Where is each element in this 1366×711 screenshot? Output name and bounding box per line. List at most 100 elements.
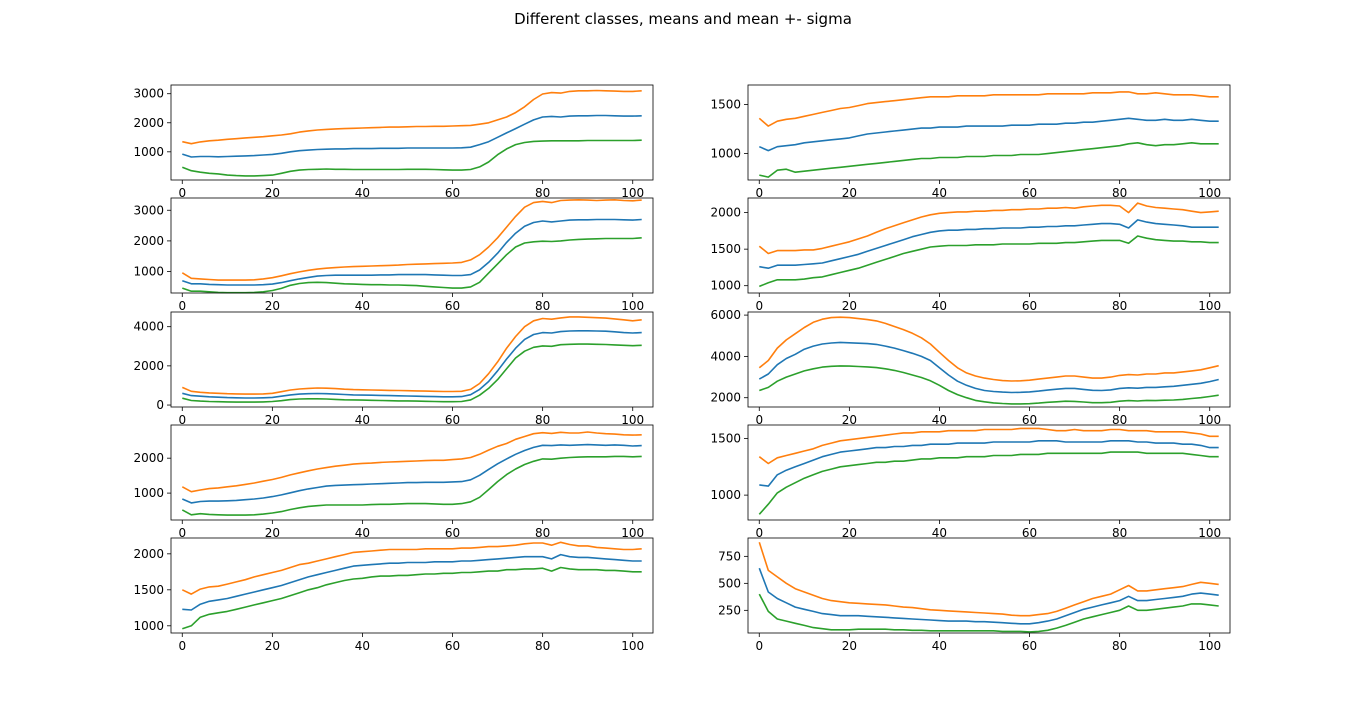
lower-line <box>758 451 1219 515</box>
y-tick-label: 500 <box>718 576 741 590</box>
lower-line <box>759 142 1219 178</box>
mean-line <box>182 114 642 158</box>
x-tick-label: 80 <box>535 526 550 540</box>
mean-line <box>758 117 1219 152</box>
x-tick-label: 20 <box>842 413 857 427</box>
x-tick-label: 100 <box>621 299 644 313</box>
x-tick-label: 60 <box>1022 186 1037 200</box>
axes-frame <box>747 537 1231 634</box>
upper-line <box>181 431 642 493</box>
x-tick-label: 100 <box>1198 413 1221 427</box>
lower-line <box>182 139 642 177</box>
x-tick-label: 20 <box>265 186 280 200</box>
subplot-5: 0 20 40 60 80 100 0 2000 4000 <box>133 311 654 427</box>
x-tick-label: 0 <box>755 526 763 540</box>
axes-frame <box>747 197 1231 294</box>
x-tick-label: 100 <box>1198 526 1221 540</box>
upper-line <box>181 199 642 281</box>
x-tick-label: 60 <box>1022 413 1037 427</box>
x-tick-label: 80 <box>535 186 550 200</box>
subplot-3: 0 20 40 60 80 100 1000 2000 3000 <box>133 197 654 313</box>
y-tick-label: 1000 <box>133 619 164 633</box>
x-tick-label: 20 <box>842 299 857 313</box>
upper-line <box>758 427 1219 465</box>
y-tick-label: 1500 <box>710 432 741 446</box>
x-tick-label: 80 <box>1112 413 1127 427</box>
y-tick-label: 6000 <box>710 308 741 322</box>
lower-line <box>759 235 1219 288</box>
x-tick-label: 100 <box>621 526 644 540</box>
x-tick-label: 0 <box>178 526 186 540</box>
x-tick-label: 20 <box>842 526 857 540</box>
x-tick-label: 0 <box>755 186 763 200</box>
y-tick-label: 1500 <box>710 98 741 112</box>
x-tick-label: 0 <box>178 299 186 313</box>
y-tick-label: 3000 <box>133 87 164 101</box>
y-tick-label: 2000 <box>133 547 164 561</box>
y-tick-label: 1000 <box>710 279 741 293</box>
y-tick-label: 1000 <box>710 147 741 161</box>
upper-line <box>758 202 1219 255</box>
subplot-6: 0 20 40 60 80 100 2000 4000 6000 <box>710 308 1231 427</box>
x-tick-label: 20 <box>842 186 857 200</box>
x-tick-label: 20 <box>265 639 280 653</box>
x-tick-label: 60 <box>1022 526 1037 540</box>
x-tick-label: 20 <box>265 526 280 540</box>
y-tick-label: 750 <box>718 549 741 563</box>
figure-title: Different classes, means and mean +- sig… <box>514 10 852 28</box>
x-tick-label: 80 <box>1112 639 1127 653</box>
subplot-7: 0 20 40 60 80 100 1000 2000 <box>133 424 654 540</box>
subplot-9: 0 20 40 60 80 100 1000 1500 2000 <box>133 537 654 653</box>
y-tick-label: 0 <box>156 398 164 412</box>
x-tick-label: 60 <box>445 186 460 200</box>
x-tick-label: 60 <box>445 639 460 653</box>
x-tick-label: 40 <box>355 186 370 200</box>
y-tick-label: 4000 <box>710 349 741 363</box>
axes-frame <box>747 84 1231 181</box>
x-tick-label: 40 <box>355 299 370 313</box>
mean-line <box>759 439 1219 487</box>
subplot-2: 0 20 40 60 80 100 1000 1500 <box>710 84 1231 200</box>
y-tick-label: 2000 <box>133 359 164 373</box>
x-tick-label: 100 <box>621 413 644 427</box>
y-tick-label: 1000 <box>133 486 164 500</box>
mean-line <box>181 443 642 504</box>
subplot-8: 0 20 40 60 80 100 1000 1500 <box>710 424 1231 540</box>
axes-frame <box>170 311 654 408</box>
y-tick-label: 2000 <box>133 116 164 130</box>
mean-line <box>182 218 642 286</box>
x-tick-label: 100 <box>1198 299 1221 313</box>
subplot-1: 0 20 40 60 80 100 1000 2000 3000 <box>133 84 654 200</box>
x-tick-label: 40 <box>932 186 947 200</box>
x-tick-label: 100 <box>621 186 644 200</box>
lower-line <box>182 566 642 630</box>
x-tick-label: 20 <box>265 299 280 313</box>
x-tick-label: 40 <box>932 413 947 427</box>
axes-frame <box>170 197 654 294</box>
x-tick-label: 100 <box>1198 639 1221 653</box>
axes-frame <box>170 84 654 181</box>
axes-frame <box>170 424 654 521</box>
x-tick-label: 60 <box>1022 299 1037 313</box>
y-tick-label: 2000 <box>710 391 741 405</box>
y-tick-label: 250 <box>718 603 741 617</box>
subplot-10: 0 20 40 60 80 100 250 500 750 <box>718 537 1231 653</box>
upper-line <box>181 541 642 595</box>
x-tick-label: 0 <box>178 413 186 427</box>
axes-frame <box>747 424 1231 521</box>
x-tick-label: 40 <box>932 299 947 313</box>
x-tick-label: 0 <box>755 413 763 427</box>
upper-line <box>758 91 1219 127</box>
axes-frame <box>747 311 1231 408</box>
x-tick-label: 60 <box>1022 639 1037 653</box>
x-tick-label: 100 <box>1198 186 1221 200</box>
x-tick-label: 20 <box>842 639 857 653</box>
x-tick-label: 80 <box>1112 186 1127 200</box>
lower-line <box>181 455 642 516</box>
lower-line <box>759 365 1219 405</box>
y-tick-label: 2000 <box>133 234 164 248</box>
x-tick-label: 60 <box>445 526 460 540</box>
y-tick-label: 2000 <box>133 451 164 465</box>
lower-line <box>182 237 642 294</box>
